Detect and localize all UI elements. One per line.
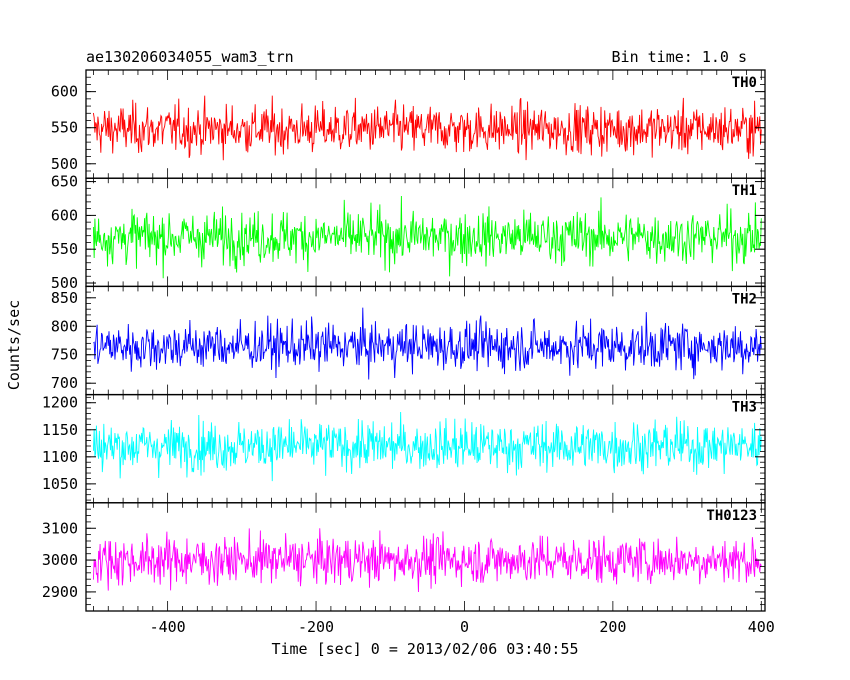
y-tick-label: 600 [51, 206, 78, 224]
y-tick-label: 1200 [42, 394, 78, 412]
series-line-th0 [92, 95, 762, 161]
y-tick-label: 600 [51, 83, 78, 101]
y-tick-label: 850 [51, 289, 78, 307]
y-tick-label: 500 [51, 274, 78, 292]
chart-title: ae130206034055_wam3_trn [86, 48, 294, 66]
bin-time-label: Bin time: 1.0 s [612, 48, 747, 66]
series-line-th0123 [92, 528, 762, 593]
x-tick-label: -200 [298, 618, 334, 636]
y-tick-label: 750 [51, 346, 78, 364]
y-tick-label: 1100 [42, 448, 78, 466]
y-tick-label: 2900 [42, 583, 78, 601]
x-axis-label: Time [sec] 0 = 2013/02/06 03:40:55 [271, 640, 578, 658]
y-axis-label: Counts/sec [5, 300, 23, 390]
y-tick-label: 550 [51, 240, 78, 258]
y-tick-label: 500 [51, 155, 78, 173]
y-tick-label: 1050 [42, 475, 78, 493]
y-tick-label: 3000 [42, 551, 78, 569]
panel-frame-th0123 [85, 502, 766, 612]
panel-label-th1: TH1 [732, 183, 757, 199]
panel-label-th3: TH3 [732, 400, 757, 416]
panel-label-th0: TH0 [732, 75, 757, 91]
series-line-th3 [92, 411, 762, 482]
series-line-th1 [92, 196, 762, 279]
x-tick-label: 0 [460, 618, 469, 636]
y-tick-label: 700 [51, 374, 78, 392]
y-tick-label: 1150 [42, 421, 78, 439]
series-line-th2 [93, 307, 762, 380]
x-tick-label: -400 [150, 618, 186, 636]
x-tick-label: 200 [599, 618, 626, 636]
panel-label-th0123: TH0123 [706, 508, 757, 524]
x-tick-label: 400 [748, 618, 775, 636]
y-tick-label: 800 [51, 317, 78, 335]
y-tick-label: 650 [51, 173, 78, 191]
y-tick-label: 3100 [42, 519, 78, 537]
y-tick-label: 550 [51, 119, 78, 137]
panel-label-th2: TH2 [732, 291, 757, 307]
